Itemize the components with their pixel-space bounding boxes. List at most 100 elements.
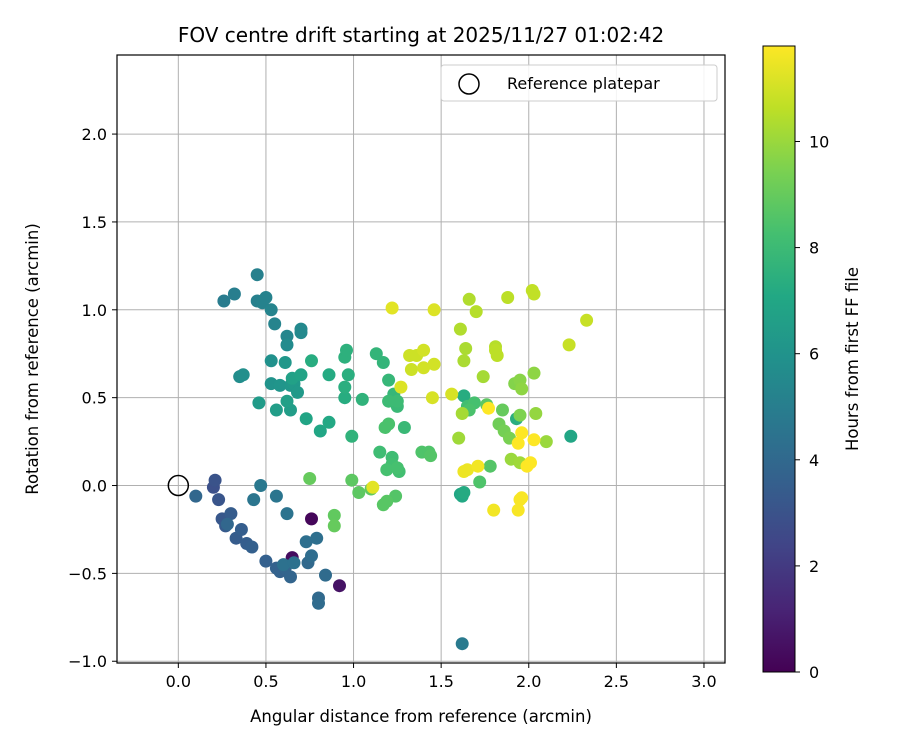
reference-platepar-marker — [167, 474, 190, 497]
data-point — [268, 317, 282, 331]
data-point — [234, 523, 248, 536]
data-point — [501, 291, 515, 304]
data-point — [313, 424, 327, 438]
data-point — [273, 378, 287, 392]
data-point — [515, 426, 529, 440]
data-point — [487, 503, 501, 517]
data-point — [427, 303, 441, 317]
data-point — [473, 475, 487, 489]
x-tick-label: 2.5 — [604, 672, 629, 691]
data-point — [476, 370, 490, 384]
data-point — [340, 343, 353, 357]
data-point — [287, 556, 301, 570]
data-point — [208, 473, 222, 487]
data-point — [333, 579, 346, 593]
data-point — [457, 389, 471, 403]
colorbar: 0 2 4 6 8 10 Hours from first FF file — [762, 45, 862, 682]
data-point — [527, 287, 541, 301]
y-axis-label: Rotation from reference (arcmin) — [23, 223, 42, 495]
data-point — [462, 292, 476, 306]
data-point — [425, 391, 439, 405]
data-point — [378, 421, 392, 434]
data-point — [455, 637, 469, 651]
data-point — [305, 549, 318, 563]
data-point — [385, 301, 399, 315]
data-point — [227, 287, 241, 301]
data-point — [539, 435, 553, 449]
plot-frame — [116, 54, 726, 664]
data-point — [469, 305, 483, 319]
legend-box — [440, 64, 718, 102]
data-point — [220, 517, 234, 531]
data-point — [455, 407, 469, 420]
data-point — [338, 380, 352, 394]
data-point — [513, 408, 527, 422]
data-point — [515, 382, 529, 396]
chart-title: FOV centre drift starting at 2025/11/27 … — [178, 23, 664, 47]
data-point — [483, 459, 497, 473]
data-point — [424, 449, 438, 463]
colorbar-tick-label: 8 — [809, 239, 819, 258]
data-point — [471, 459, 485, 473]
data-point — [417, 361, 431, 375]
colorbar-tick-label: 0 — [809, 663, 819, 682]
data-point — [305, 512, 318, 526]
data-point — [247, 493, 261, 507]
y-tick-label: 0.5 — [82, 389, 107, 408]
data-point — [380, 463, 394, 477]
colorbar-tick-label: 6 — [809, 345, 819, 364]
data-point — [341, 368, 355, 382]
data-point — [482, 401, 495, 415]
y-tick-label: 2.0 — [82, 125, 107, 144]
data-point — [280, 394, 294, 408]
data-point — [338, 391, 352, 405]
data-point — [264, 354, 278, 368]
data-point — [224, 507, 238, 521]
data-point — [345, 473, 359, 487]
data-point — [427, 357, 441, 371]
x-tick-label: 1.5 — [428, 672, 453, 691]
data-point — [259, 291, 273, 304]
data-point — [376, 498, 390, 512]
data-point — [527, 366, 541, 380]
data-point — [278, 356, 292, 369]
data-point — [453, 322, 467, 336]
y-tick-label: 1.0 — [82, 301, 107, 320]
data-point — [511, 436, 525, 450]
x-axis-label: Angular distance from reference (arcmin) — [250, 707, 592, 726]
data-point — [319, 568, 332, 582]
x-tick-label: 0.0 — [166, 672, 191, 691]
data-point — [250, 268, 264, 282]
data-point — [394, 380, 408, 394]
data-point — [291, 385, 304, 399]
colorbar-gradient — [762, 45, 796, 673]
data-point — [269, 403, 283, 417]
data-point — [305, 354, 318, 368]
reference-marker-group — [167, 474, 190, 497]
data-point — [355, 392, 369, 406]
data-point — [212, 493, 226, 507]
colorbar-ticks: 0 2 4 6 8 10 — [795, 132, 829, 682]
data-point — [390, 461, 404, 475]
data-point — [404, 363, 418, 376]
data-point — [294, 368, 308, 382]
data-point — [299, 412, 313, 426]
data-point — [327, 508, 341, 522]
data-point — [284, 570, 297, 584]
data-point — [382, 394, 396, 408]
data-point — [252, 396, 266, 410]
data-point — [299, 535, 313, 549]
data-point — [280, 338, 294, 352]
data-point — [245, 540, 259, 554]
data-point — [189, 489, 203, 503]
data-point — [312, 596, 325, 610]
legend: Reference platepar — [440, 64, 718, 102]
data-point — [452, 431, 466, 445]
data-point — [236, 368, 250, 382]
data-point — [369, 347, 383, 361]
data-point — [527, 433, 541, 447]
data-point — [524, 456, 537, 470]
data-point — [310, 531, 324, 545]
data-point — [322, 415, 336, 429]
data-point — [327, 519, 341, 533]
